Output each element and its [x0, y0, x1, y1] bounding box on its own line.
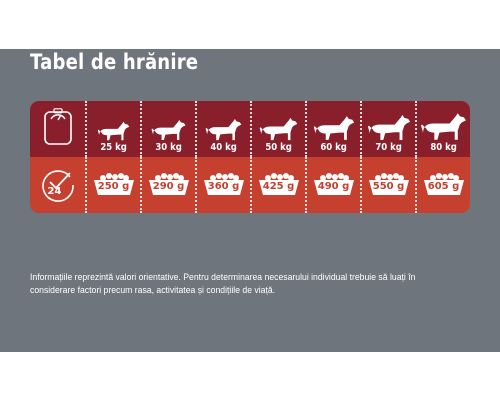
weight-cell: 70 kg: [360, 101, 415, 157]
disclaimer-note: Informațiile reprezintă valori orientati…: [30, 272, 416, 295]
food-bowl-icon: 605 g: [421, 172, 467, 198]
dog-icon: [312, 115, 356, 141]
portion-label: 360 g: [207, 181, 240, 192]
portion-cell: 290 g: [140, 157, 195, 213]
portion-label: 490 g: [317, 181, 350, 192]
weight-label: 30 kg: [155, 142, 182, 153]
food-bowl-icon: 490 g: [311, 172, 357, 198]
weight-label: 50 kg: [265, 142, 292, 153]
dog-icon: [204, 118, 243, 141]
portion-cell: 250 g: [85, 157, 140, 213]
dog-icon: [150, 119, 187, 141]
portion-label: 550 g: [372, 181, 405, 192]
weight-row-header: [30, 101, 85, 157]
portion-cell: 605 g: [415, 157, 470, 213]
portion-label: 250 g: [97, 181, 130, 192]
weight-cell: 80 kg: [415, 101, 470, 157]
dog-icon: [419, 112, 468, 141]
weight-label: 80 kg: [430, 142, 457, 153]
weight-cell: 40 kg: [195, 101, 250, 157]
portion-cell: 425 g: [250, 157, 305, 213]
food-bowl-icon: 360 g: [201, 172, 247, 198]
page-title: Tabel de hrănire: [30, 50, 199, 74]
weight-cell: 60 kg: [305, 101, 360, 157]
portion-cell: 550 g: [360, 157, 415, 213]
portion-label: 605 g: [427, 181, 460, 192]
ration-row: 24 250 g 290 g 360 g 425 g 490 g 550 g 605 g: [30, 157, 470, 213]
weight-row: 25 kg 30 kg 40 kg 50 kg 60 kg 70 kg 80 kg: [30, 101, 470, 157]
food-bowl-icon: 550 g: [366, 172, 412, 198]
scale-icon: [43, 107, 73, 151]
portion-cell: 360 g: [195, 157, 250, 213]
weight-cell: 30 kg: [140, 101, 195, 157]
food-bowl-icon: 250 g: [91, 172, 137, 198]
food-bowl-icon: 290 g: [146, 172, 192, 198]
weight-label: 70 kg: [375, 142, 402, 153]
feeding-table: 25 kg 30 kg 40 kg 50 kg 60 kg 70 kg 80 kg 24 2…: [30, 101, 470, 213]
food-bowl-icon: 425 g: [256, 172, 302, 198]
portion-label: 425 g: [262, 181, 295, 192]
weight-label: 25 kg: [100, 142, 127, 153]
dog-icon: [258, 117, 299, 141]
portion-cell: 490 g: [305, 157, 360, 213]
portion-label: 290 g: [152, 181, 185, 192]
dog-icon: [96, 121, 131, 141]
daily-24h-badge: 24: [47, 186, 62, 197]
weight-cell: 50 kg: [250, 101, 305, 157]
daily-24h-icon: 24: [40, 167, 76, 203]
ration-row-header: 24: [30, 157, 85, 213]
dog-icon: [366, 114, 412, 141]
weight-label: 40 kg: [210, 142, 237, 153]
weight-cell: 25 kg: [85, 101, 140, 157]
weight-label: 60 kg: [320, 142, 347, 153]
